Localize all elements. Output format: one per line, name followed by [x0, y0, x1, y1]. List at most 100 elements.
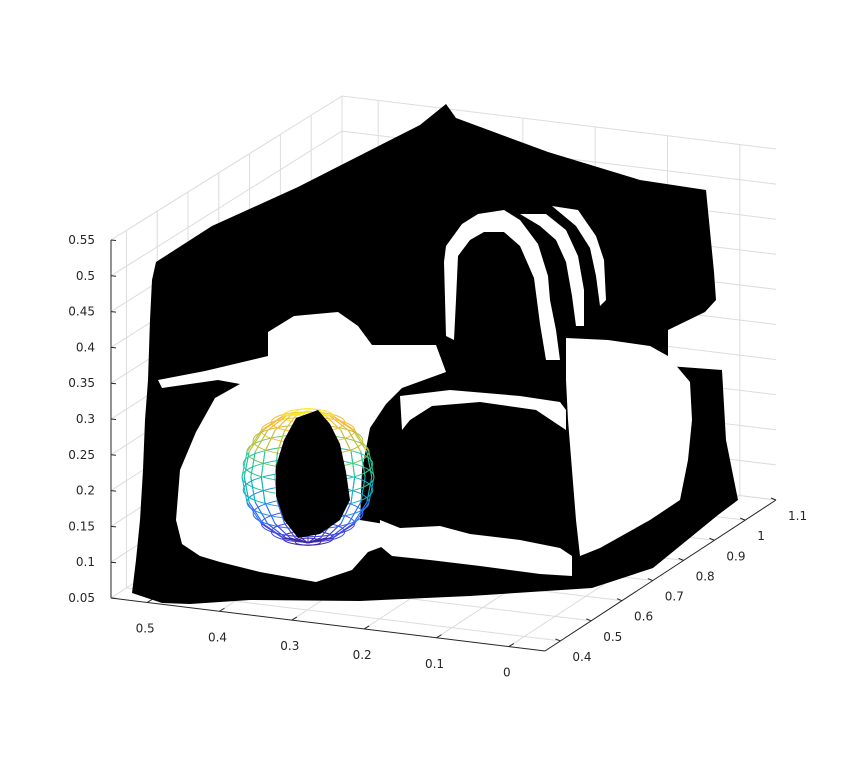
y-axis-line: [544, 499, 777, 652]
sphere-meridian: [254, 502, 269, 524]
sphere-meridian: [274, 451, 279, 478]
point-cloud: [132, 104, 738, 604]
x-tick-label: 0: [503, 666, 511, 680]
z-tick: [110, 239, 117, 241]
sphere-meridian: [250, 451, 256, 478]
x-tick-label: 0.5: [136, 621, 155, 635]
y-tick: [770, 497, 777, 501]
y-tick-label: 0.8: [696, 569, 715, 583]
y-tick-label: 1.1: [788, 509, 807, 523]
sphere-meridian: [325, 523, 342, 539]
y-tick: [647, 578, 653, 581]
x-tick-label: 0.4: [208, 630, 227, 644]
z-tick-label: 0.05: [68, 591, 95, 605]
sphere-meridian: [366, 476, 373, 503]
x-tick-label: 0.1: [425, 657, 444, 671]
sphere-meridian: [243, 476, 250, 503]
sphere-meridian: [260, 451, 266, 478]
sphere-meridian: [254, 430, 269, 452]
sphere-meridian: [352, 501, 368, 524]
y-tick-label: 0.6: [634, 610, 653, 624]
sphere-meridian: [261, 523, 284, 539]
z-tick: [110, 418, 117, 420]
sphere-meridian: [274, 415, 291, 431]
sphere-meridian: [368, 451, 375, 478]
sphere-meridian: [246, 430, 262, 453]
y-tick: [586, 618, 592, 622]
point-cloud-hole-right: [566, 338, 692, 556]
sphere-meridian: [277, 502, 286, 524]
y-tick-label: 0.5: [603, 630, 622, 644]
z-tick-label: 0.3: [76, 412, 95, 426]
x-tick: [363, 625, 370, 630]
sphere-meridian: [329, 523, 349, 539]
sphere-meridian: [267, 523, 287, 539]
sphere-meridian: [264, 430, 276, 452]
axes-layer: 0.5 0.4 0.3 0.2 0.1 0 0.4 0.5 0.6 0.7 0.8 0.9 1 1.1 0.…: [68, 233, 807, 680]
sphere-meridian: [347, 430, 362, 452]
sphere-meridian: [329, 415, 349, 431]
point-cloud-hole-top-arch-3: [552, 206, 606, 306]
wireframe-sphere: [241, 408, 375, 546]
y-tick-label: 0.9: [726, 549, 745, 563]
y-tick-label: 0.7: [665, 590, 684, 604]
z-tick-label: 0.2: [76, 484, 95, 498]
sphere-meridian: [283, 410, 309, 417]
y-tick-label: 1: [757, 529, 765, 543]
sphere-meridian: [360, 451, 366, 478]
sphere-meridian: [243, 451, 250, 478]
sphere-meridian: [350, 476, 356, 503]
x-tick: [508, 643, 515, 648]
z-tick-label: 0.5: [76, 269, 95, 283]
y-tick: [555, 638, 561, 642]
sphere-meridian: [277, 430, 286, 452]
sphere-meridian: [332, 415, 355, 431]
sphere-meridian: [260, 476, 266, 503]
z-tick-label: 0.35: [68, 376, 95, 390]
sphere-meridian: [284, 523, 296, 539]
z-tick-label: 0.55: [68, 233, 95, 247]
point-cloud-inside-sphere: [276, 410, 350, 538]
sphere-meridian: [250, 476, 256, 503]
sphere-meridian: [350, 451, 356, 478]
sphere-meridian: [354, 430, 370, 453]
z-tick: [110, 454, 117, 456]
x-tick: [219, 607, 225, 612]
y-tick: [616, 598, 623, 602]
x-tick-label: 0.3: [280, 639, 299, 653]
z-tick: [110, 311, 117, 313]
sphere-meridian: [241, 451, 248, 478]
sphere-meridian: [264, 502, 276, 524]
z-tick-label: 0.25: [68, 448, 95, 462]
sphere-meridian: [283, 537, 309, 544]
x-axis-line: [110, 597, 546, 652]
point-cloud-hole-mid: [400, 390, 566, 430]
sphere-meridian: [246, 501, 262, 524]
z-tick: [110, 597, 117, 599]
sphere-meridian: [307, 537, 333, 544]
z-tick: [110, 561, 117, 564]
x-tick: [291, 616, 298, 621]
sphere-meridian: [347, 502, 362, 524]
sphere-meridian: [332, 523, 354, 539]
z-tick: [110, 382, 117, 385]
y-tick: [709, 537, 715, 541]
sphere-meridian: [248, 430, 264, 453]
sphere-meridian: [340, 502, 352, 524]
z-tick-label: 0.45: [68, 305, 95, 319]
sphere-meridian: [366, 451, 373, 478]
sphere-meridian: [261, 415, 284, 431]
point-cloud-hole-top-arch-2: [520, 214, 584, 326]
point-cloud-hole-lower: [380, 520, 572, 576]
sphere-meridian: [354, 501, 370, 524]
y-tick: [740, 517, 746, 521]
sphere-meridian: [325, 415, 342, 431]
sphere-meridian: [332, 523, 355, 539]
sphere-meridian: [267, 415, 287, 431]
sphere-meridian: [368, 476, 375, 503]
sphere-meridian: [241, 476, 248, 503]
z-tick-label: 0.4: [76, 340, 95, 354]
z-tick: [110, 346, 117, 349]
z-tick: [110, 525, 117, 528]
